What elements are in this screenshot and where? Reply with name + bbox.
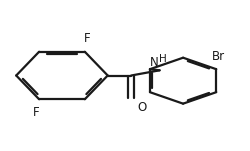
Text: Br: Br — [212, 50, 225, 63]
Text: F: F — [84, 32, 90, 45]
Text: H: H — [159, 54, 166, 64]
Text: N: N — [150, 56, 158, 69]
Text: O: O — [137, 101, 146, 114]
Text: F: F — [33, 106, 40, 119]
